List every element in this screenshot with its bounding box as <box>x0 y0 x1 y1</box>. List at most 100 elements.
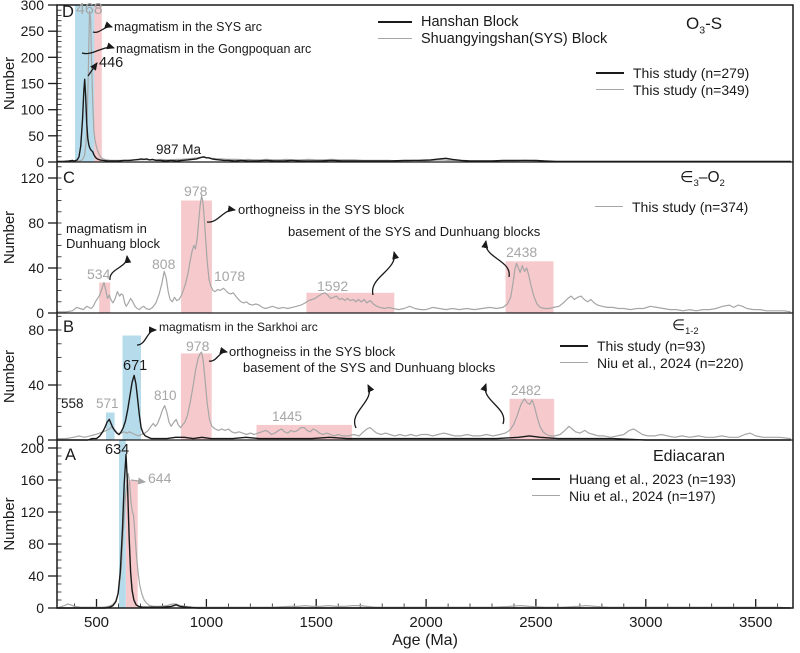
highlight-band-blue <box>106 412 115 440</box>
curve-B-gray <box>57 351 791 440</box>
y-tick-label: 0 <box>36 432 44 448</box>
peak-label-987-Ma: 987 Ma <box>156 142 202 157</box>
highlight-band-pink <box>125 480 138 608</box>
legend-item: This study (n=279) <box>596 64 749 81</box>
highlight-band-pink <box>509 398 555 441</box>
period-main: O <box>686 14 700 33</box>
peak-label-810: 810 <box>154 388 177 403</box>
annotation-label: basement of the SYS and Dunhuang blocks <box>288 224 541 239</box>
annotation-arrow <box>92 21 113 34</box>
legend-d-blocks: Hanshan Block Shuangyingshan(SYS) Block <box>378 13 607 47</box>
y-tick-label: 0 <box>36 600 44 616</box>
legend-item: This study (n=349) <box>596 81 749 98</box>
peak-label-558: 558 <box>61 396 84 411</box>
period-main: -S <box>705 14 723 33</box>
peak-label-1078: 1078 <box>214 268 246 284</box>
curve-C-gray <box>57 195 791 313</box>
y-tick-label: 80 <box>28 215 44 231</box>
annotation-label: basement of the SYS and Dunhuang blocks <box>243 360 496 375</box>
highlight-band-pink <box>306 292 395 314</box>
panel-letter-C: C <box>63 169 75 187</box>
y-axis-title: Number <box>1 350 18 403</box>
period-sub: 1-2 <box>685 326 699 336</box>
legend-label: Huang et al., 2023 (n=193) <box>569 470 736 487</box>
annotation-arrow <box>87 62 98 77</box>
annotation-label: magmatism in the SYS arc <box>114 20 262 34</box>
curve-D-black <box>57 78 791 163</box>
legend-a-study: Huang et al., 2023 (n=193) Niu et al., 2… <box>532 470 736 504</box>
peak-label-1592: 1592 <box>317 278 349 294</box>
peak-label-978: 978 <box>186 338 210 354</box>
annotation-label: magmatism in Dunhuang block <box>66 221 160 251</box>
legend-title-period-d: O3-S <box>686 14 722 36</box>
y-tick-label: 80 <box>28 322 44 338</box>
legend-item: Shuangyingshan(SYS) Block <box>378 30 607 47</box>
annotation-label: orthogneiss in the SYS block <box>238 202 405 217</box>
legend-label: Shuangyingshan(SYS) Block <box>421 30 608 47</box>
legend-line-gray <box>560 361 588 364</box>
legend-line-black <box>532 477 560 480</box>
x-tick-label: 1500 <box>300 614 333 631</box>
y-tick-label: 120 <box>21 504 45 520</box>
y-tick-label: 250 <box>21 23 45 39</box>
annotation-arrow <box>136 326 157 346</box>
legend-label: This study (n=374) <box>632 198 749 215</box>
y-tick-label: 40 <box>28 260 44 276</box>
peak-label-1445: 1445 <box>272 409 303 424</box>
y-axis-title: Number <box>1 211 18 264</box>
curve-B-black <box>57 374 791 441</box>
x-tick-label: 2000 <box>409 614 442 631</box>
y-tick-label: 160 <box>21 472 45 488</box>
legend-d-study: This study (n=279) This study (n=349) <box>596 64 749 98</box>
peak-label-671: 671 <box>123 358 148 374</box>
annotation-arrow <box>130 477 146 485</box>
annotation-arrow <box>206 205 236 223</box>
annotation-arrow <box>81 42 115 55</box>
panel-letter-D: D <box>62 3 74 21</box>
legend-line-gray <box>532 494 560 497</box>
peak-label-978: 978 <box>184 183 208 199</box>
legend-line-gray <box>378 37 412 40</box>
x-tick-label: 500 <box>84 614 109 631</box>
peak-label-644: 644 <box>148 470 172 486</box>
y-tick-label: 150 <box>21 76 45 92</box>
y-tick-label: 120 <box>21 170 45 186</box>
x-tick-label: 1000 <box>190 614 223 631</box>
annotation-arrow <box>109 255 132 281</box>
legend-label: This study (n=349) <box>633 81 750 98</box>
legend-item: Huang et al., 2023 (n=193) <box>532 470 736 487</box>
legend-title-period-c: ∈3–O2 <box>680 168 725 189</box>
legend-item: Niu et al., 2024 (n=197) <box>532 487 736 504</box>
panel-letter-A: A <box>65 446 77 464</box>
y-tick-label: 200 <box>21 49 45 65</box>
legend-line-black <box>596 71 624 74</box>
annotation-arrow <box>353 384 375 429</box>
y-tick-label: 0 <box>36 305 44 321</box>
legend-item: This study (n=93) <box>560 337 744 354</box>
legend-line-gray <box>596 88 624 91</box>
highlight-band-pink <box>505 261 554 314</box>
peak-label-2438: 2438 <box>506 244 538 260</box>
legend-item: Niu et al., 2024 (n=220) <box>560 354 744 371</box>
legend-c-study: This study (n=374) <box>595 198 748 215</box>
period-sub: 3 <box>699 24 706 37</box>
curve-A-gray <box>56 473 791 609</box>
period-main: Ediacaran <box>653 448 726 465</box>
y-tick-label: 100 <box>21 102 45 118</box>
legend-line-black <box>560 344 588 347</box>
annotation-arrow <box>480 383 505 425</box>
y-tick-label: 40 <box>28 377 44 393</box>
peak-label-808: 808 <box>152 256 176 272</box>
x-tick-label: 3000 <box>629 614 662 631</box>
x-axis-title: Age (Ma) <box>392 632 458 649</box>
period-sub: 3 <box>693 178 699 190</box>
y-tick-label: 40 <box>28 568 44 584</box>
plot-frame <box>56 4 794 609</box>
annotation-label: magmatism in the Gongpoquan arc <box>116 42 312 56</box>
annotation-arrow <box>481 240 510 278</box>
peak-label-534: 534 <box>87 266 111 282</box>
legend-label: Hanshan Block <box>421 13 519 30</box>
peak-label-571: 571 <box>96 396 119 411</box>
